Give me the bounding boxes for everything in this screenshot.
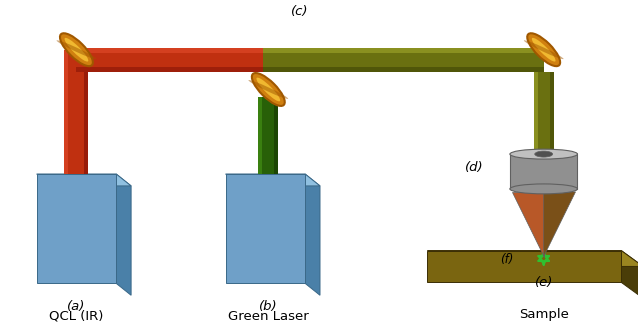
- Text: QCL (IR): QCL (IR): [49, 310, 104, 323]
- Polygon shape: [550, 72, 554, 189]
- Polygon shape: [544, 192, 575, 257]
- Text: Green Laser: Green Laser: [228, 310, 308, 323]
- Polygon shape: [116, 174, 131, 295]
- Text: (a): (a): [67, 300, 86, 313]
- Ellipse shape: [257, 78, 280, 101]
- Polygon shape: [259, 98, 262, 174]
- Polygon shape: [263, 48, 544, 53]
- Ellipse shape: [248, 80, 288, 99]
- Polygon shape: [428, 250, 621, 282]
- Polygon shape: [84, 50, 88, 174]
- Polygon shape: [510, 154, 577, 189]
- Polygon shape: [36, 174, 131, 186]
- Polygon shape: [305, 174, 320, 295]
- Polygon shape: [225, 174, 305, 284]
- Polygon shape: [76, 48, 544, 72]
- Ellipse shape: [56, 40, 96, 59]
- Polygon shape: [621, 250, 640, 298]
- Polygon shape: [65, 50, 88, 174]
- Ellipse shape: [532, 38, 556, 62]
- Polygon shape: [275, 98, 278, 174]
- Ellipse shape: [510, 184, 577, 194]
- Text: Sample: Sample: [519, 308, 568, 321]
- Ellipse shape: [535, 151, 553, 157]
- Polygon shape: [65, 50, 68, 174]
- Polygon shape: [263, 67, 544, 72]
- Ellipse shape: [60, 33, 93, 66]
- Polygon shape: [36, 174, 116, 284]
- Text: (e): (e): [534, 276, 553, 289]
- Text: (c): (c): [291, 6, 309, 18]
- Ellipse shape: [524, 40, 564, 59]
- Polygon shape: [512, 192, 544, 257]
- Polygon shape: [76, 67, 544, 72]
- Polygon shape: [263, 48, 544, 72]
- Text: (b): (b): [259, 300, 278, 313]
- Polygon shape: [225, 174, 320, 186]
- Text: (d): (d): [465, 160, 483, 174]
- Ellipse shape: [65, 38, 88, 62]
- Ellipse shape: [510, 149, 577, 159]
- Polygon shape: [76, 48, 544, 53]
- Polygon shape: [428, 250, 640, 266]
- Polygon shape: [259, 98, 278, 174]
- Polygon shape: [534, 72, 538, 189]
- Polygon shape: [534, 72, 554, 189]
- Ellipse shape: [527, 33, 560, 66]
- Text: (f): (f): [500, 253, 513, 266]
- Ellipse shape: [252, 73, 285, 106]
